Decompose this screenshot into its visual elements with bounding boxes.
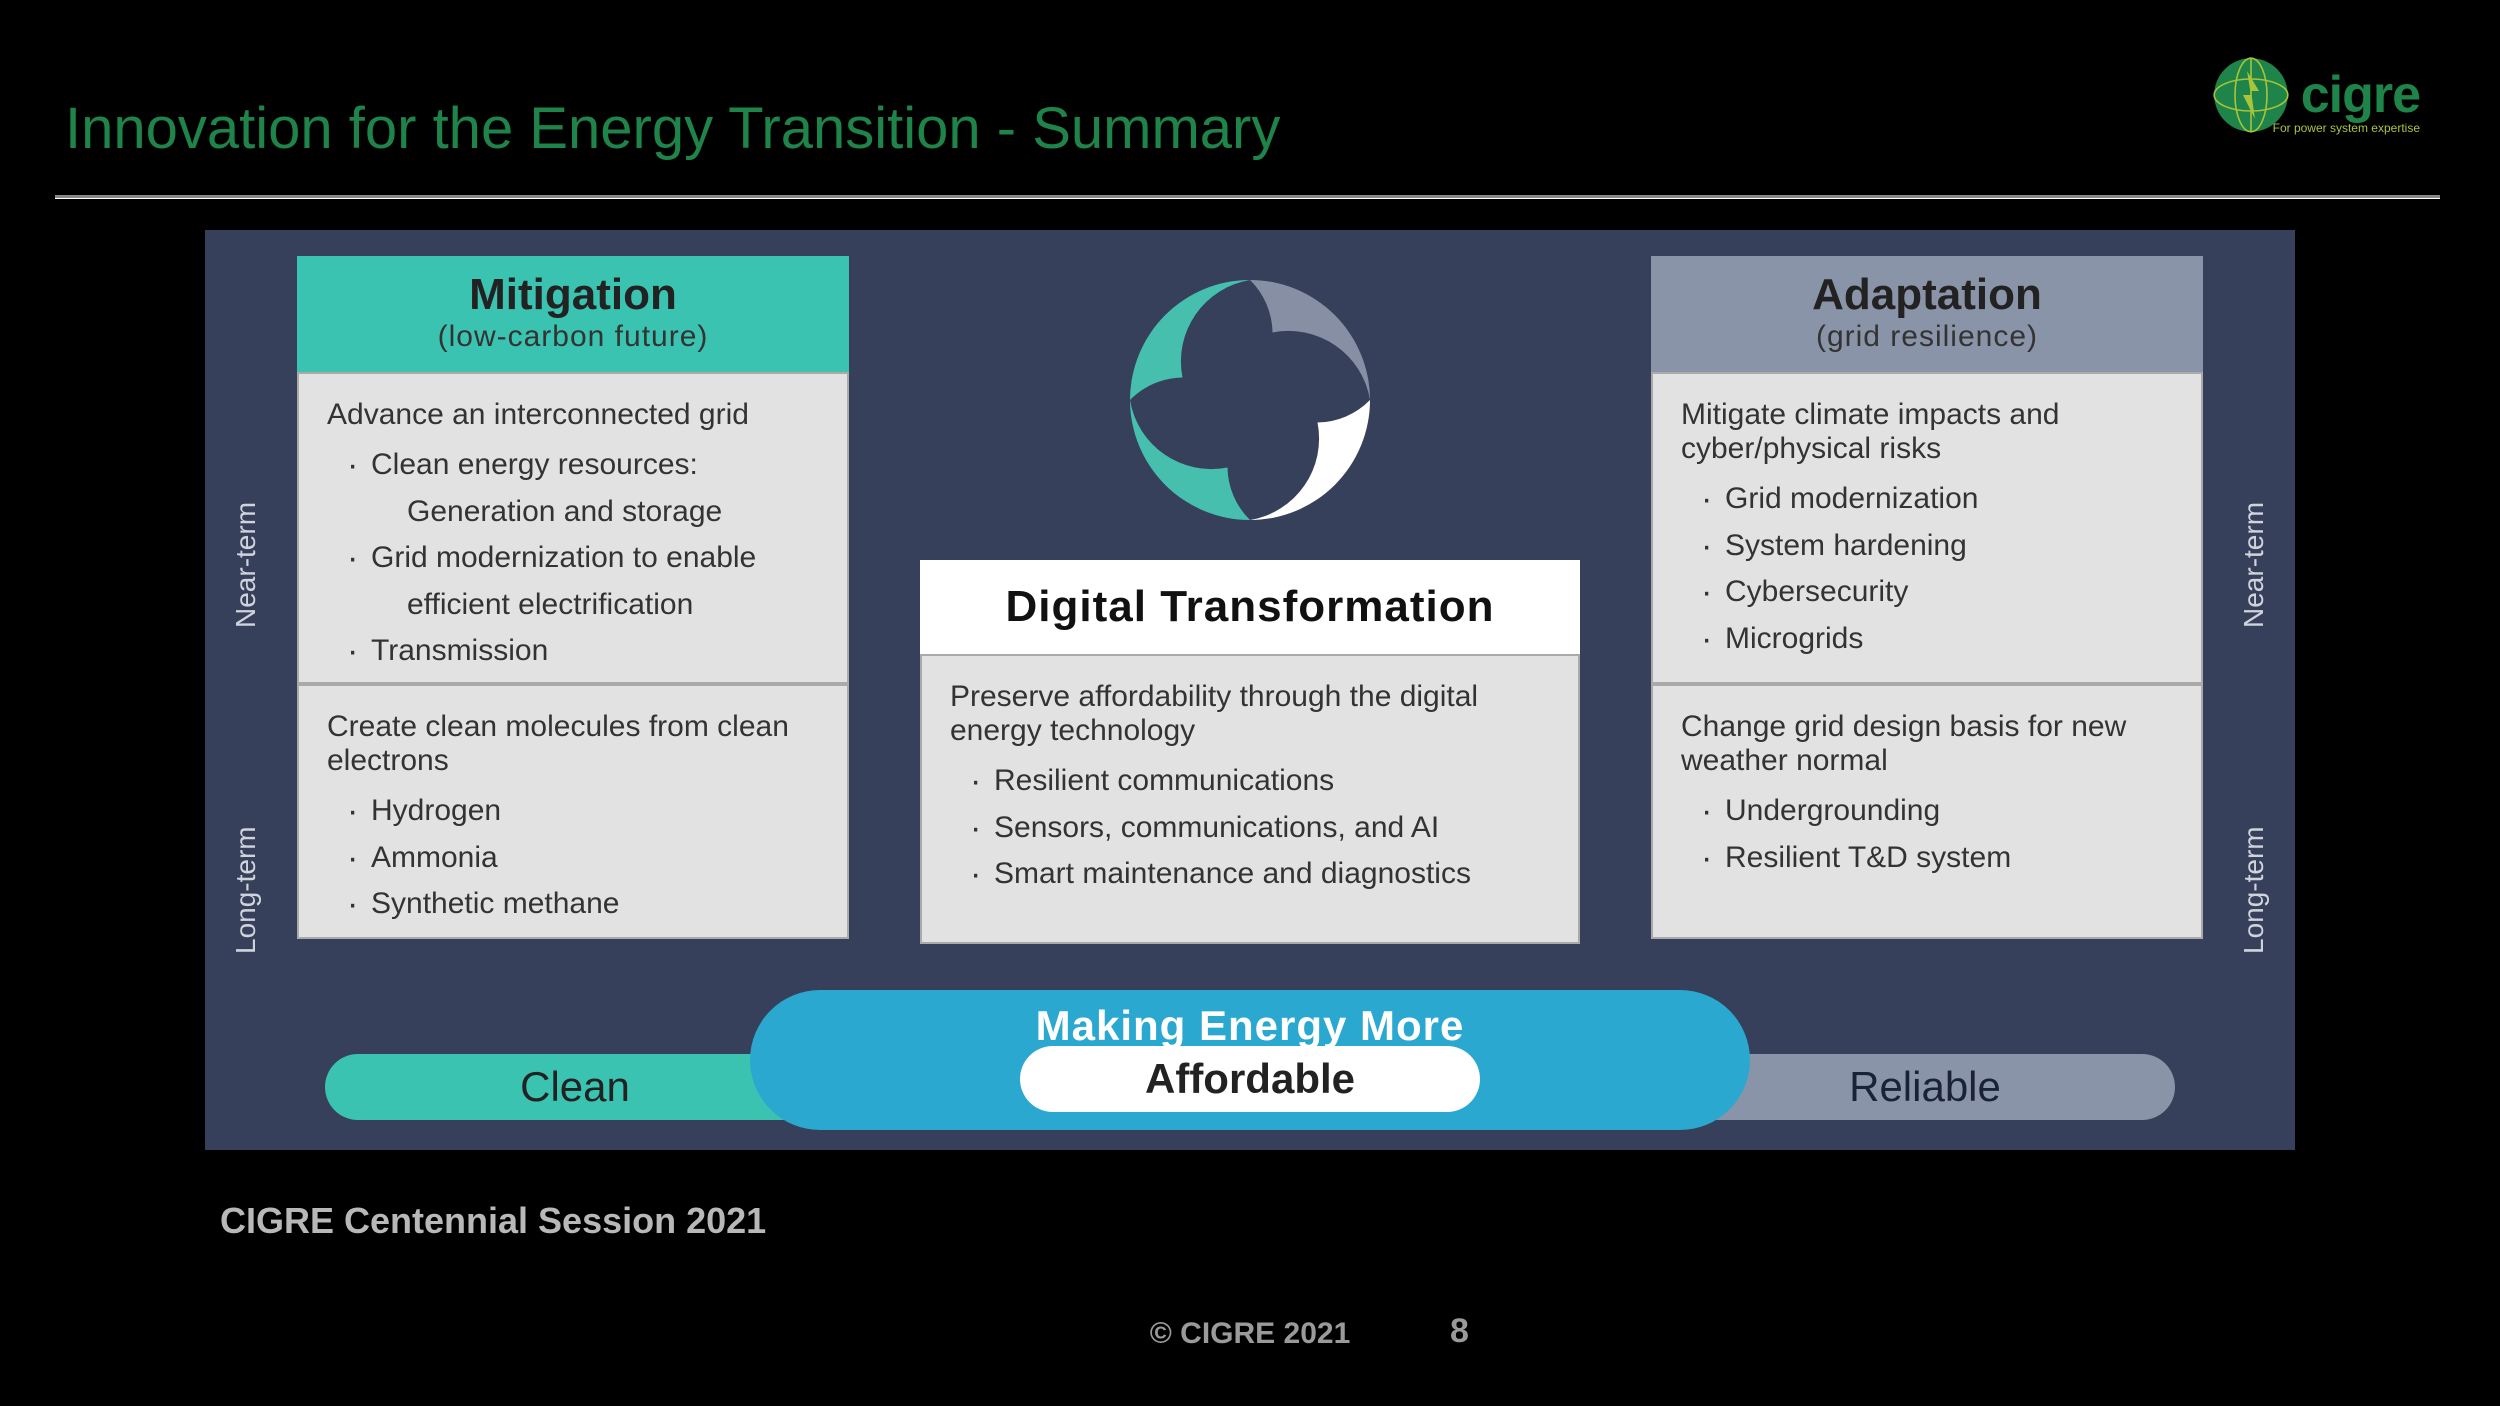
list-item: Undergrounding: [1701, 788, 2173, 835]
list-item: Generation and storage: [347, 489, 819, 536]
mitigation-long-section: Create clean molecules from clean electr…: [297, 684, 849, 939]
adaptation-title: Adaptation: [1651, 270, 2203, 320]
list-item: Grid modernization to enable: [347, 535, 819, 582]
digital-lead: Preserve affordability through the digit…: [950, 680, 1550, 748]
adaptation-subtitle: (grid resilience): [1651, 320, 2203, 354]
list-item: Transmission: [347, 628, 819, 675]
list-item: Resilient communications: [970, 758, 1550, 805]
digital-header: Digital Transformation: [920, 560, 1580, 654]
digital-panel: Digital Transformation Preserve affordab…: [920, 560, 1580, 944]
swirl-icon: [1100, 250, 1400, 550]
pill-banner: Making Energy More Affordable: [750, 990, 1750, 1130]
adaptation-panel: Adaptation (grid resilience) Mitigate cl…: [1651, 256, 2203, 939]
list-item: System hardening: [1701, 523, 2173, 570]
adaptation-long-lead: Change grid design basis for new weather…: [1681, 710, 2173, 778]
mitigation-near-lead: Advance an interconnected grid: [327, 398, 819, 432]
mitigation-header: Mitigation (low-carbon future): [297, 256, 849, 372]
mitigation-panel: Mitigation (low-carbon future) Advance a…: [297, 256, 849, 939]
list-item: efficient electrification: [347, 582, 819, 629]
list-item: Sensors, communications, and AI: [970, 805, 1550, 852]
digital-list: Resilient communications Sensors, commun…: [950, 758, 1550, 898]
list-item: Ammonia: [347, 835, 819, 882]
list-item: Synthetic methane: [347, 881, 819, 928]
pill-banner-text: Making Energy More: [750, 990, 1750, 1050]
slide-title: Innovation for the Energy Transition - S…: [65, 95, 1280, 162]
near-term-label-right: Near-term: [2238, 430, 2270, 700]
adaptation-near-list: Grid modernization System hardening Cybe…: [1681, 476, 2173, 662]
list-item: Smart maintenance and diagnostics: [970, 851, 1550, 898]
mitigation-subtitle: (low-carbon future): [297, 320, 849, 354]
session-label: CIGRE Centennial Session 2021: [220, 1200, 766, 1242]
digital-title: Digital Transformation: [920, 582, 1580, 632]
adaptation-near-section: Mitigate climate impacts and cyber/physi…: [1651, 372, 2203, 684]
mitigation-near-section: Advance an interconnected grid Clean ene…: [297, 372, 849, 684]
page-number: 8: [1450, 1312, 1469, 1351]
near-term-label-left: Near-term: [230, 430, 262, 700]
long-term-label-left: Long-term: [230, 775, 262, 1005]
summary-diagram: Near-term Long-term Near-term Long-term …: [205, 230, 2295, 1150]
adaptation-header: Adaptation (grid resilience): [1651, 256, 2203, 372]
logo-text: cigre: [2301, 65, 2420, 125]
mitigation-long-lead: Create clean molecules from clean electr…: [327, 710, 819, 778]
digital-section: Preserve affordability through the digit…: [920, 654, 1580, 944]
mitigation-title: Mitigation: [297, 270, 849, 320]
list-item: Microgrids: [1701, 616, 2173, 663]
copyright: © CIGRE 2021: [1150, 1317, 1351, 1351]
list-item: Grid modernization: [1701, 476, 2173, 523]
adaptation-long-section: Change grid design basis for new weather…: [1651, 684, 2203, 939]
long-term-label-right: Long-term: [2238, 775, 2270, 1005]
list-item: Resilient T&D system: [1701, 835, 2173, 882]
list-item: Cybersecurity: [1701, 569, 2173, 616]
mitigation-near-list: Clean energy resources: Generation and s…: [327, 442, 819, 675]
title-divider: [55, 195, 2440, 199]
adaptation-near-lead: Mitigate climate impacts and cyber/physi…: [1681, 398, 2173, 466]
pill-reliable: Reliable: [1675, 1054, 2175, 1120]
pill-affordable: Affordable: [1020, 1046, 1480, 1112]
logo-tagline: For power system expertise: [2273, 121, 2420, 135]
brand-logo: cigre For power system expertise: [2211, 55, 2420, 135]
mitigation-long-list: Hydrogen Ammonia Synthetic methane: [327, 788, 819, 928]
adaptation-long-list: Undergrounding Resilient T&D system: [1681, 788, 2173, 881]
list-item: Hydrogen: [347, 788, 819, 835]
list-item: Clean energy resources:: [347, 442, 819, 489]
